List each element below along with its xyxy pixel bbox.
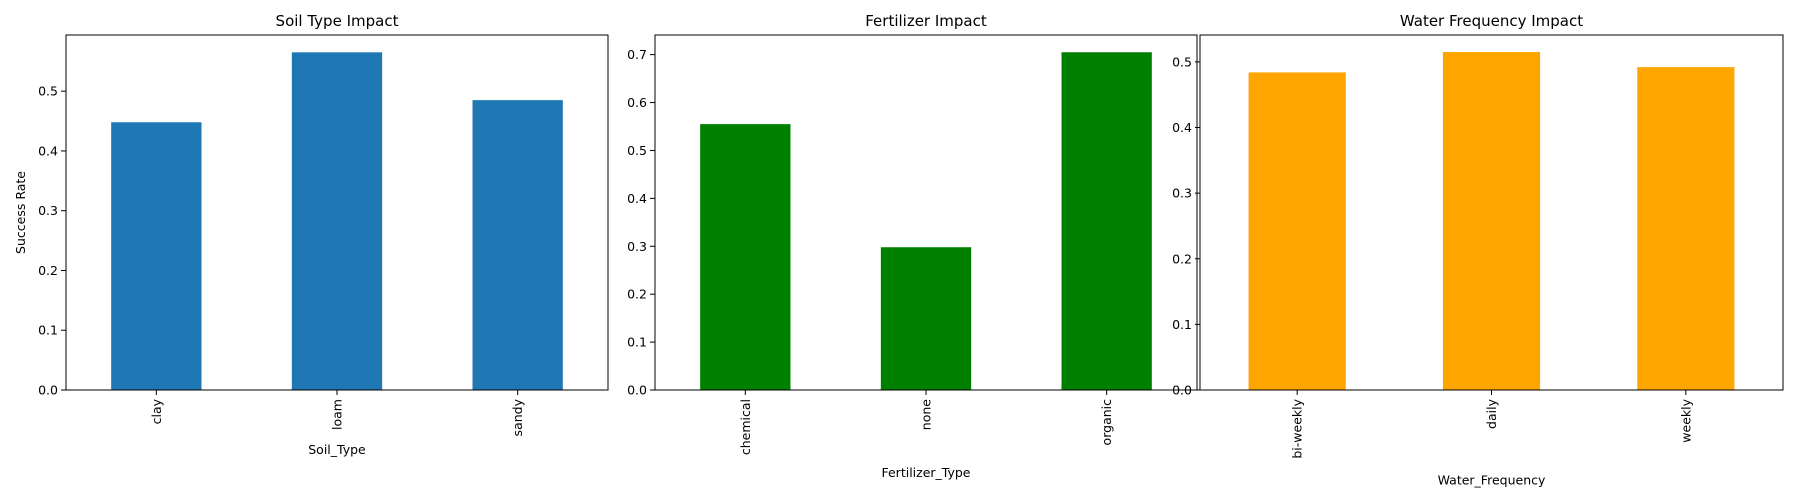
subplot-1: 0.0 0.1 0.2 0.3 0.4 0.5 clay loam sandy Soil Type…	[13, 12, 609, 457]
x-axis-label: Fertilizer_Type	[881, 465, 970, 480]
chart-title: Fertilizer Impact	[865, 12, 987, 30]
x-tick-label: daily	[1484, 398, 1499, 429]
bar-loam	[291, 52, 383, 390]
y-tick-label: 0.4	[1172, 120, 1192, 135]
y-tick-label: 0.1	[1172, 317, 1192, 332]
x-axis-label: Soil_Type	[308, 442, 366, 457]
bar-chemical	[700, 124, 791, 391]
bar-daily	[1442, 52, 1541, 391]
bar-clay	[111, 122, 202, 390]
bar-sandy	[472, 100, 563, 390]
y-tick-label: 0.0	[1172, 383, 1192, 398]
y-tick-label: 0.5	[627, 143, 647, 158]
x-tick-label: chemical	[738, 399, 753, 455]
y-tick-label: 0.5	[38, 84, 58, 99]
y-tick-label: 0.4	[38, 143, 58, 158]
chart-title: Water Frequency Impact	[1400, 12, 1583, 30]
y-tick-label: 0.0	[627, 383, 647, 398]
subplot-3: 0.0 0.1 0.2 0.3 0.4 0.5 bi-weekly daily weekly Wa…	[1172, 12, 1784, 487]
x-axis-label: Water_Frequency	[1438, 472, 1546, 487]
x-tick-label: loam	[330, 399, 345, 430]
bar-weekly	[1637, 67, 1735, 391]
bar-organic	[1061, 52, 1152, 390]
y-tick-label: 0.5	[1172, 54, 1192, 69]
y-tick-label: 0.3	[38, 203, 58, 218]
y-tick-label: 0.1	[627, 335, 647, 350]
x-tick-label: sandy	[510, 398, 525, 436]
x-tick-label: organic	[1099, 399, 1114, 446]
y-tick-label: 0.6	[627, 95, 647, 110]
chart-title: Soil Type Impact	[276, 12, 399, 30]
subplot-2: 0.0 0.1 0.2 0.3 0.4 0.5 0.6 0.7 chemical none orga…	[627, 12, 1198, 480]
y-axis-label: Success Rate	[13, 171, 28, 254]
x-tick-label: weekly	[1678, 398, 1693, 442]
y-tick-label: 0.0	[38, 383, 58, 398]
y-tick-label: 0.2	[1172, 251, 1192, 266]
y-tick-label: 0.1	[38, 323, 58, 338]
x-tick-label: bi-weekly	[1290, 398, 1305, 458]
y-tick-label: 0.2	[38, 263, 58, 278]
x-tick-label: none	[919, 399, 934, 430]
y-tick-label: 0.3	[1172, 186, 1192, 201]
bar-none	[880, 247, 972, 390]
y-tick-label: 0.3	[627, 239, 647, 254]
bar-bi-weekly	[1248, 72, 1346, 391]
y-tick-label: 0.2	[627, 287, 647, 302]
y-tick-label: 0.4	[627, 191, 647, 206]
x-tick-label: clay	[149, 398, 164, 424]
y-tick-label: 0.7	[627, 47, 647, 62]
